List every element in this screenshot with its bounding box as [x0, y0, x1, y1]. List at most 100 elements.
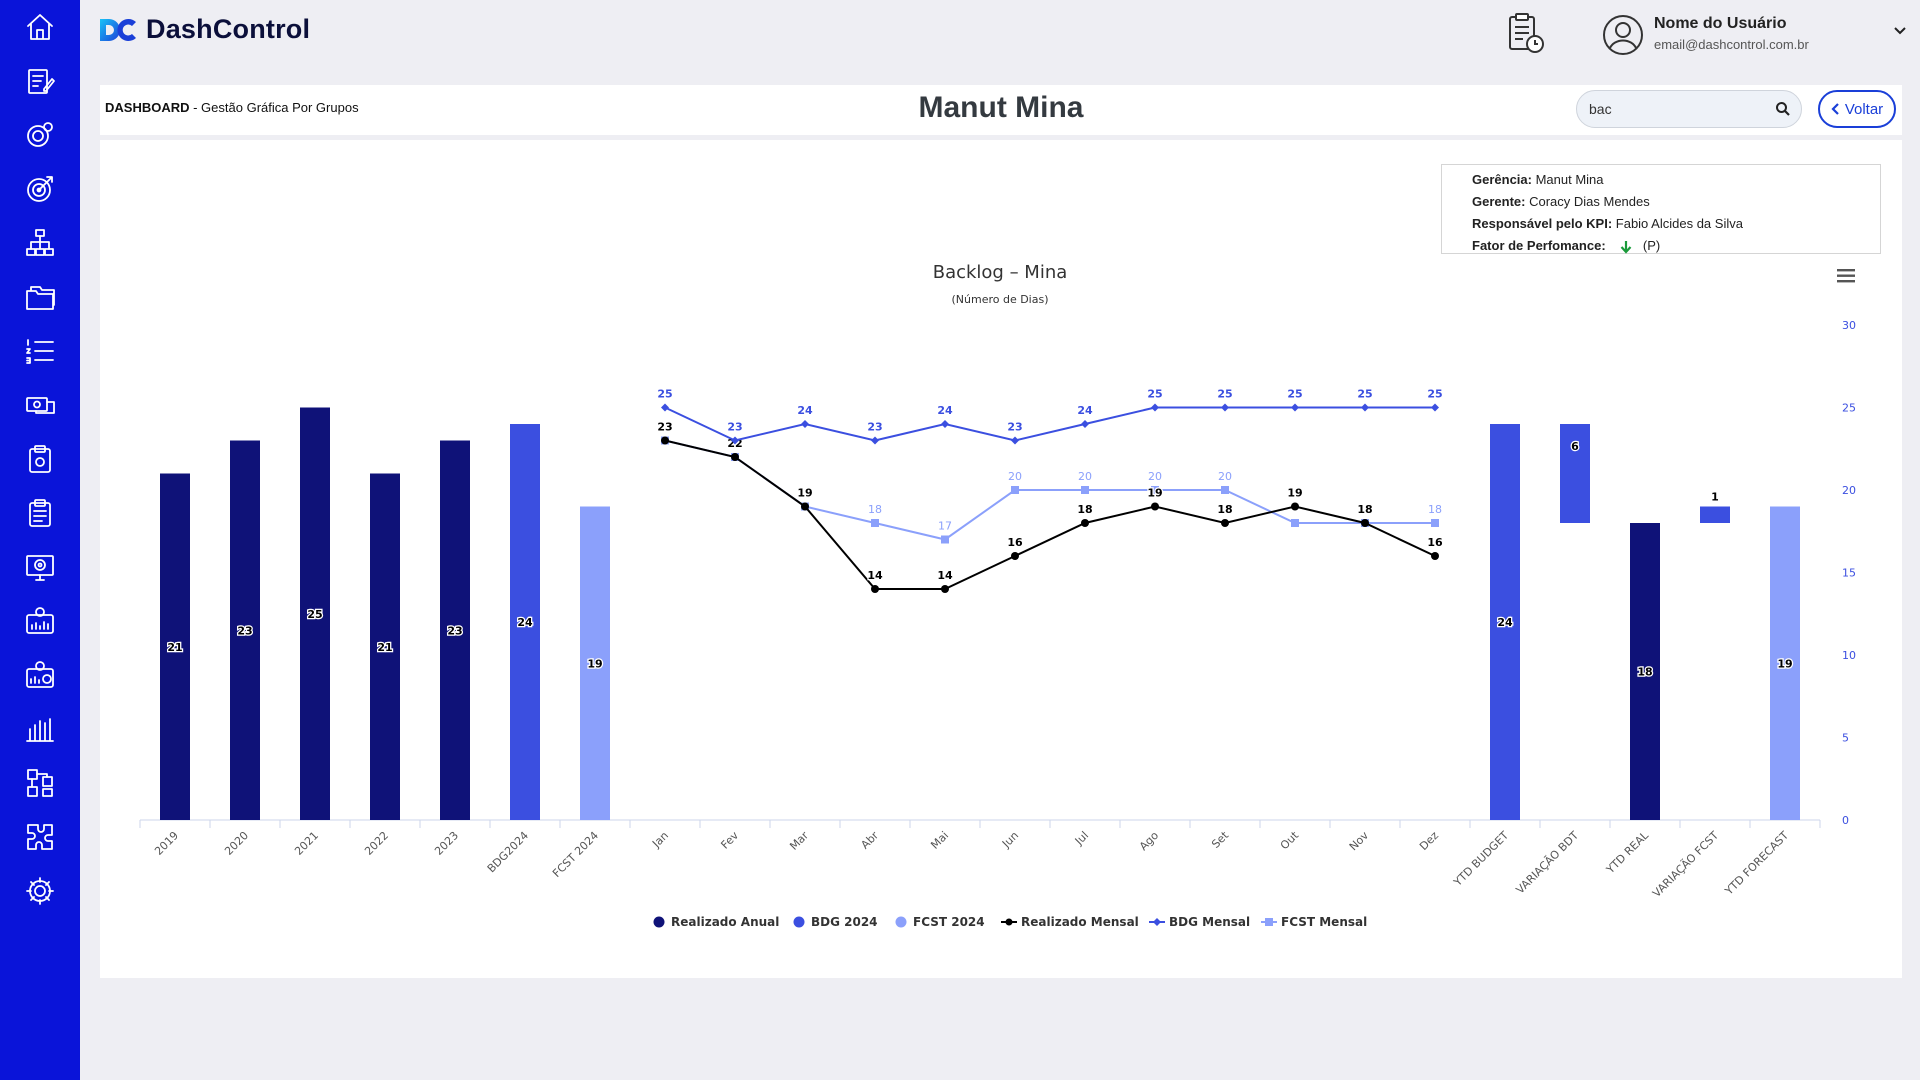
- point-marker: [1081, 519, 1089, 527]
- search-icon[interactable]: [1775, 101, 1791, 117]
- point-data-label: 14: [937, 569, 953, 582]
- responsavel-value: Fabio Alcides da Silva: [1612, 216, 1743, 231]
- bar-chart-icon: [26, 718, 54, 742]
- sidebar-item-flowchart[interactable]: [22, 765, 58, 801]
- series-line-bdg-mensal: [664, 406, 1435, 442]
- point-data-label: 18: [1357, 503, 1372, 516]
- x-tick-label: 2023: [432, 829, 461, 858]
- fator-value: (P): [1642, 238, 1661, 253]
- clipboard-settings-icon: [29, 445, 51, 473]
- clipboard-list-icon: [29, 499, 51, 527]
- sidebar-item-numbered-list[interactable]: [22, 333, 58, 369]
- bar-data-label: 24: [517, 616, 533, 629]
- x-tick-label: BDG2024: [485, 829, 531, 875]
- point-marker: [1011, 552, 1019, 560]
- y-tick-label: 15: [1842, 567, 1856, 580]
- title-bar: DASHBOARD - Gestão Gráfica Por Grupos Ma…: [100, 85, 1902, 135]
- bar-data-label: 1: [1711, 491, 1719, 504]
- legend-label: BDG 2024: [811, 915, 878, 929]
- chart-subtitle: (Número de Dias): [951, 293, 1048, 306]
- point-data-label: 18: [1217, 503, 1232, 516]
- point-data-label: 25: [1357, 388, 1372, 401]
- x-tick-label: VARIAÇÃO BDT: [1514, 829, 1582, 897]
- sidebar-item-bar-chart[interactable]: [22, 711, 58, 747]
- sidebar-item-puzzle[interactable]: [22, 819, 58, 855]
- chart-card: Backlog – Mina (Número de Dias) 2019 2020 20…: [100, 140, 1902, 978]
- bar: [1700, 506, 1730, 523]
- info-gerencia: Gerência: Manut Mina: [1472, 169, 1880, 191]
- sidebar-item-clipboard-settings[interactable]: [22, 441, 58, 477]
- y-tick-label: 30: [1842, 319, 1856, 332]
- sidebar-item-target-settings[interactable]: [22, 117, 58, 153]
- info-gerente: Gerente: Coracy Dias Mendes: [1472, 191, 1880, 213]
- user-name: Nome do Usuário: [1654, 15, 1787, 32]
- bar: [1770, 506, 1800, 820]
- legend-marker: [1005, 918, 1013, 926]
- point-marker: [1291, 502, 1299, 511]
- back-button[interactable]: Voltar: [1818, 90, 1896, 128]
- logo[interactable]: DashControl: [98, 14, 310, 45]
- settings-gear-icon: [26, 877, 54, 905]
- sidebar-item-home[interactable]: [22, 9, 58, 45]
- sidebar-item-clipboard-list[interactable]: [22, 495, 58, 531]
- point-marker: [1011, 486, 1019, 494]
- point-marker: [661, 436, 669, 445]
- bar-data-label: 19: [587, 657, 602, 670]
- arrow-down-icon: [1620, 240, 1632, 254]
- point-data-label: 24: [937, 404, 953, 417]
- point-data-label: 17: [938, 520, 952, 533]
- point-data-label: 24: [1077, 404, 1093, 417]
- user-email: email@dashcontrol.com.br: [1654, 37, 1809, 52]
- gerencia-label: Gerência:: [1472, 172, 1532, 187]
- point-data-label: 16: [1427, 536, 1443, 549]
- y-tick-label: 25: [1842, 402, 1856, 415]
- user-avatar-icon[interactable]: [1602, 14, 1644, 56]
- target-icon: [27, 176, 53, 202]
- info-fator: Fator de Perfomance: (P): [1472, 235, 1880, 257]
- breadcrumb-root: DASHBOARD: [105, 100, 190, 115]
- sidebar-item-presentation-target[interactable]: [22, 549, 58, 585]
- legend-label: BDG Mensal: [1169, 915, 1250, 929]
- point-data-label: 24: [797, 404, 813, 417]
- top-header: DashControl Nome do Usuário email@dashco…: [80, 0, 1920, 70]
- dashboard-chart-icon: [26, 607, 54, 634]
- report-schedule-icon[interactable]: [1504, 12, 1548, 56]
- bar-data-label: 18: [1637, 666, 1652, 679]
- point-data-label: 18: [1077, 503, 1092, 516]
- sidebar-item-target[interactable]: [22, 171, 58, 207]
- y-tick-label: 20: [1842, 484, 1856, 497]
- sidebar-item-money[interactable]: [22, 387, 58, 423]
- x-tick-label: 2022: [362, 829, 391, 858]
- sidebar-item-edit-document[interactable]: [22, 63, 58, 99]
- point-marker: [1081, 486, 1089, 494]
- x-tick-label: Abr: [858, 829, 881, 852]
- point-data-label: 19: [797, 487, 812, 500]
- point-marker: [871, 585, 879, 593]
- point-marker: [1011, 436, 1019, 445]
- x-tick-label: Set: [1209, 828, 1231, 850]
- chart-menu-icon[interactable]: [1835, 266, 1857, 286]
- breadcrumb: DASHBOARD - Gestão Gráfica Por Grupos: [105, 100, 359, 115]
- sidebar-item-folders[interactable]: [22, 279, 58, 315]
- legend-label: Realizado Mensal: [1021, 915, 1139, 929]
- sidebar-item-dashboard-chart[interactable]: [22, 603, 58, 639]
- x-tick-label: Jun: [999, 829, 1021, 851]
- point-data-label: 16: [1007, 536, 1023, 549]
- point-data-label: 19: [1147, 487, 1162, 500]
- search-input[interactable]: [1577, 91, 1767, 127]
- sidebar-item-settings-gear[interactable]: [22, 873, 58, 909]
- x-tick-label: Nov: [1347, 829, 1372, 854]
- x-tick-label: YTD BUDGET: [1451, 829, 1512, 890]
- backlog-chart: Backlog – Mina(Número de Dias)2019 2020 20…: [139, 262, 1856, 929]
- point-marker: [941, 535, 949, 544]
- bar: [440, 440, 470, 820]
- y-tick-label: 10: [1842, 649, 1856, 662]
- chevron-down-icon[interactable]: [1890, 20, 1910, 40]
- sidebar-item-org-chart[interactable]: [22, 225, 58, 261]
- sidebar-item-dashboard-pie[interactable]: [22, 657, 58, 693]
- x-tick-label: Jan: [649, 829, 671, 851]
- x-tick-label: Ago: [1137, 829, 1161, 853]
- point-marker: [1151, 502, 1159, 511]
- flowchart-icon: [27, 769, 53, 797]
- bar-data-label: 21: [377, 641, 392, 654]
